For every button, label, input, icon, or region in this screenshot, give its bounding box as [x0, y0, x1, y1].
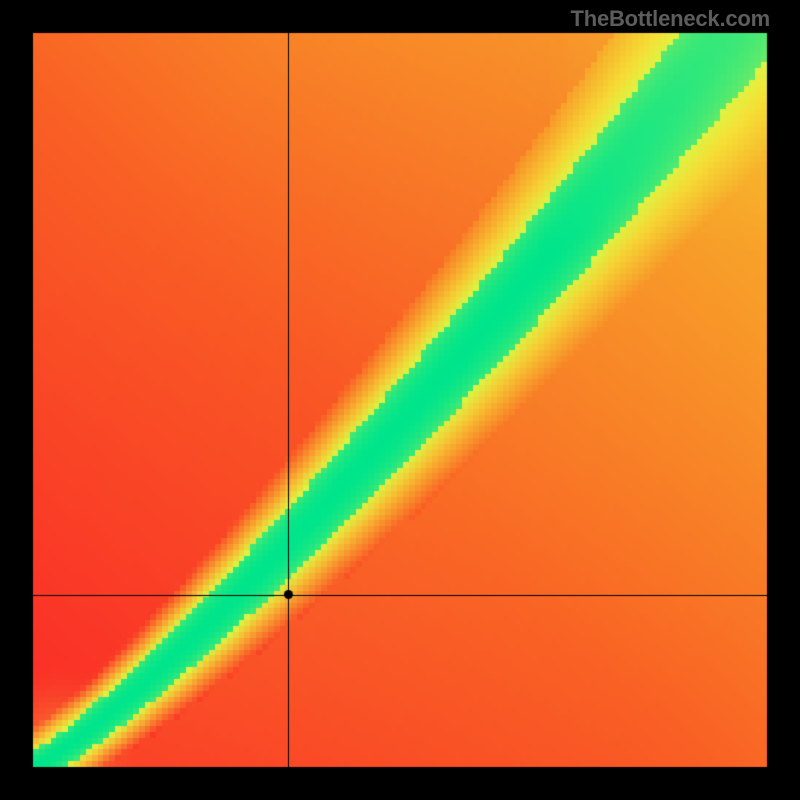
chart-container: TheBottleneck.com — [0, 0, 800, 800]
bottleneck-heatmap — [0, 0, 800, 800]
watermark-text: TheBottleneck.com — [570, 6, 770, 32]
